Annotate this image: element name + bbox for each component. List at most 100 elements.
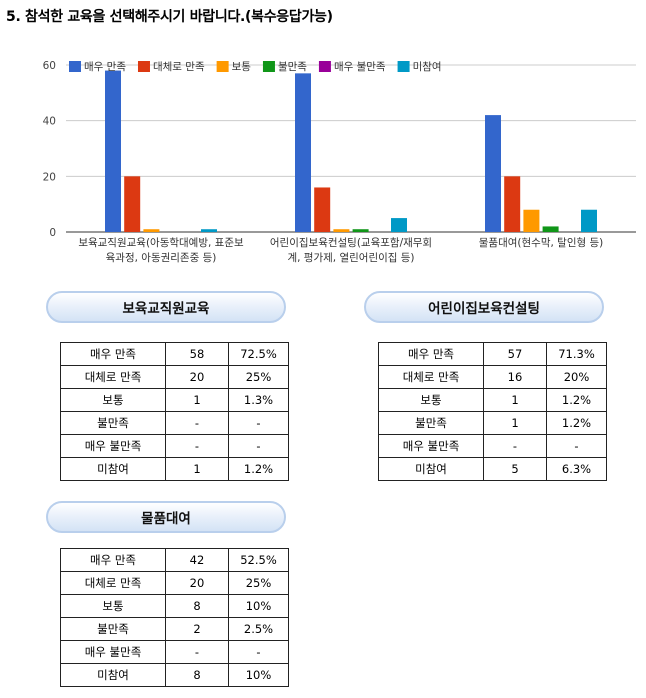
row-percent: 72.5% (228, 342, 289, 366)
table-row: 매우 만족 57 71.3% (378, 342, 607, 366)
row-label: 매우 불만족 (378, 434, 484, 458)
table-row: 매우 불만족 - - (378, 434, 607, 458)
consult-table-body: 매우 만족 57 71.3% 대체로 만족 16 20% 보통 1 1.2% 불만족 1 1.2% 매우… (378, 342, 607, 481)
bar (504, 176, 521, 232)
row-count: - (165, 640, 229, 664)
row-percent: 1.2% (546, 388, 607, 412)
rental-table-title-text: 물품대여 (141, 511, 191, 527)
x-tick-label: 어린이집보육컨설팅(교육포함/재무회 (270, 237, 432, 249)
legend-label: 미참여 (413, 61, 442, 73)
row-count: 20 (165, 365, 229, 389)
table-row: 불만족 1 1.2% (378, 411, 607, 435)
row-label: 보통 (60, 594, 166, 618)
row-count: 1 (483, 388, 547, 412)
bar (523, 209, 540, 232)
table-row: 불만족 - - (60, 411, 289, 435)
row-label: 매우 불만족 (60, 640, 166, 664)
row-label: 매우 만족 (378, 342, 484, 366)
table-row: 매우 불만족 - - (60, 640, 289, 664)
row-label: 불만족 (60, 411, 166, 435)
table-row: 보통 1 1.3% (60, 388, 289, 412)
legend-swatch (318, 61, 331, 72)
legend-label: 보통 (232, 61, 252, 73)
row-percent: 25% (228, 365, 289, 389)
row-count: 8 (165, 663, 229, 687)
row-label: 대체로 만족 (60, 365, 166, 389)
table-row: 대체로 만족 20 25% (60, 571, 289, 595)
consult-table-title-text: 어린이집보육컨설팅 (428, 301, 540, 317)
row-percent: 1.2% (546, 411, 607, 435)
row-label: 미참여 (60, 457, 166, 481)
table-row: 매우 불만족 - - (60, 434, 289, 458)
row-count: 2 (165, 617, 229, 641)
row-label: 매우 불만족 (60, 434, 166, 458)
row-count: 58 (165, 342, 229, 366)
x-tick-label: 물품대여(현수막, 탈인형 등) (479, 236, 603, 249)
table-row: 미참여 8 10% (60, 663, 289, 687)
legend-swatch (397, 61, 410, 72)
table-row: 미참여 5 6.3% (378, 457, 607, 481)
row-count: 8 (165, 594, 229, 618)
row-label: 보통 (60, 388, 166, 412)
legend-swatch (69, 61, 81, 72)
bar (124, 176, 141, 232)
row-percent: 52.5% (228, 548, 289, 572)
table-row: 매우 만족 42 52.5% (60, 548, 289, 572)
row-label: 불만족 (60, 617, 166, 641)
row-count: 5 (483, 457, 547, 481)
bar (391, 218, 407, 232)
row-label: 불만족 (378, 411, 484, 435)
edu-table-title: 보육교직원교육 (46, 291, 286, 323)
bar (143, 229, 160, 232)
row-percent: 2.5% (228, 617, 289, 641)
row-label: 미참여 (60, 663, 166, 687)
row-percent: 6.3% (546, 457, 607, 481)
table-row: 불만족 2 2.5% (60, 617, 289, 641)
row-percent: - (228, 640, 289, 664)
bar (295, 73, 311, 232)
rental-table-body: 매우 만족 42 52.5% 대체로 만족 20 25% 보통 8 10% 불만족 2 2.5% 매우 … (60, 548, 289, 687)
row-count: 20 (165, 571, 229, 595)
row-count: 1 (483, 411, 547, 435)
table-row: 보통 8 10% (60, 594, 289, 618)
legend-label: 불만족 (278, 61, 307, 73)
rental-table-title: 물품대여 (46, 501, 286, 533)
bar (314, 187, 331, 232)
row-percent: 25% (228, 571, 289, 595)
x-tick-label: 계, 평가제, 열린어린이집 등) (287, 252, 414, 264)
edu-table-body: 매우 만족 58 72.5% 대체로 만족 20 25% 보통 1 1.3% 불만족 - - 매우 불만… (60, 342, 289, 481)
legend-label: 대체로 만족 (153, 61, 205, 73)
row-count: 42 (165, 548, 229, 572)
row-label: 대체로 만족 (60, 571, 166, 595)
table-row: 보통 1 1.2% (378, 388, 607, 412)
row-count: 57 (483, 342, 547, 366)
row-count: - (483, 434, 547, 458)
row-count: 16 (483, 365, 547, 389)
row-percent: 20% (546, 365, 607, 389)
table-row: 대체로 만족 20 25% (60, 365, 289, 389)
row-count: - (165, 434, 229, 458)
row-percent: 10% (228, 594, 289, 618)
bar (201, 229, 217, 232)
consult-table-title: 어린이집보육컨설팅 (364, 291, 604, 323)
bar (542, 226, 559, 232)
row-label: 매우 만족 (60, 342, 166, 366)
y-tick-label: 40 (43, 116, 56, 128)
consult-table: 매우 만족 57 71.3% 대체로 만족 16 20% 보통 1 1.2% 불만족 1 1.2% 매우… (378, 342, 607, 481)
x-tick-label: 보육교직원교육(아동학대예방, 표준보 (78, 236, 244, 249)
row-label: 매우 만족 (60, 548, 166, 572)
bar (352, 229, 369, 232)
row-percent: 71.3% (546, 342, 607, 366)
row-percent: - (546, 434, 607, 458)
row-label: 대체로 만족 (378, 365, 484, 389)
legend-swatch (137, 61, 150, 72)
row-label: 미참여 (378, 457, 484, 481)
y-tick-label: 20 (43, 171, 56, 183)
bar (105, 70, 121, 232)
x-tick-label: 육과정, 아동권리존중 등) (106, 252, 217, 264)
row-count: 1 (165, 457, 229, 481)
row-percent: - (228, 411, 289, 435)
edu-table-title-text: 보육교직원교육 (122, 301, 210, 317)
row-percent: - (228, 434, 289, 458)
